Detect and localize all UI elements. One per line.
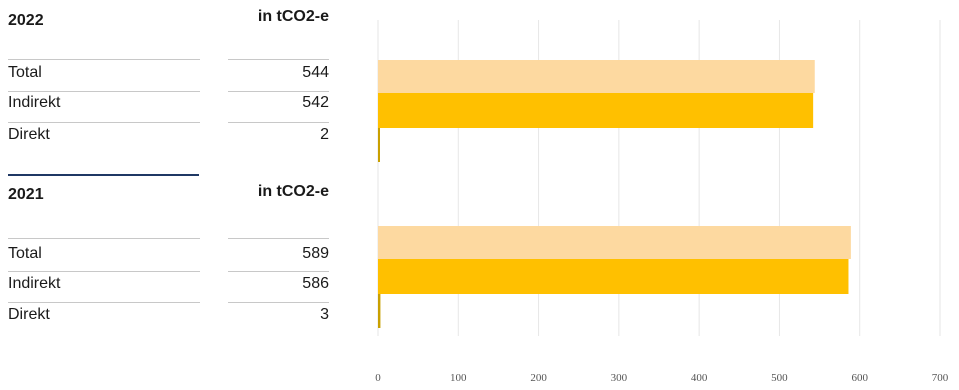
row-divider xyxy=(228,59,329,60)
year-heading-2022: 2022 xyxy=(8,12,44,29)
bar-total-2022 xyxy=(378,60,815,93)
row-divider xyxy=(228,271,329,272)
year-heading-2021: 2021 xyxy=(8,186,44,203)
x-tick-label: 100 xyxy=(450,372,467,384)
x-tick-label: 600 xyxy=(851,372,868,384)
row-divider xyxy=(228,91,329,92)
row-value-direkt-2021: 3 xyxy=(320,306,329,323)
bar-direkt-2021 xyxy=(378,294,381,328)
row-value-direkt-2022: 2 xyxy=(320,126,329,143)
row-divider xyxy=(8,302,200,303)
x-tick-label: 500 xyxy=(771,372,788,384)
row-divider xyxy=(8,122,200,123)
section-separator xyxy=(8,174,199,176)
x-tick-label: 0 xyxy=(375,372,381,384)
x-tick-label: 700 xyxy=(932,372,949,384)
row-divider xyxy=(228,122,329,123)
bar-total-2021 xyxy=(378,226,851,259)
row-divider xyxy=(8,271,200,272)
x-tick-label: 200 xyxy=(530,372,547,384)
bar-indirekt-2021 xyxy=(378,259,849,294)
row-label-indirekt-2022: Indirekt xyxy=(8,94,61,111)
row-label-indirekt-2021: Indirekt xyxy=(8,275,61,292)
row-value-indirekt-2022: 542 xyxy=(302,94,329,111)
row-divider xyxy=(8,59,200,60)
unit-header-2021: in tCO2-e xyxy=(257,183,329,200)
row-label-direkt-2022: Direkt xyxy=(8,126,50,143)
row-label-total-2022: Total xyxy=(8,64,42,81)
x-tick-label: 400 xyxy=(691,372,708,384)
row-value-indirekt-2021: 586 xyxy=(302,275,329,292)
x-tick-label: 300 xyxy=(611,372,628,384)
bar-direkt-2022 xyxy=(378,128,380,162)
row-value-total-2021: 589 xyxy=(302,245,329,262)
bar-indirekt-2022 xyxy=(378,93,814,128)
unit-header-2022: in tCO2-e xyxy=(257,8,329,25)
row-divider xyxy=(8,238,200,239)
row-divider xyxy=(8,91,200,92)
row-label-direkt-2021: Direkt xyxy=(8,306,50,323)
row-divider xyxy=(228,238,329,239)
row-value-total-2022: 544 xyxy=(302,64,329,81)
row-label-total-2021: Total xyxy=(8,245,42,262)
row-divider xyxy=(228,302,329,303)
